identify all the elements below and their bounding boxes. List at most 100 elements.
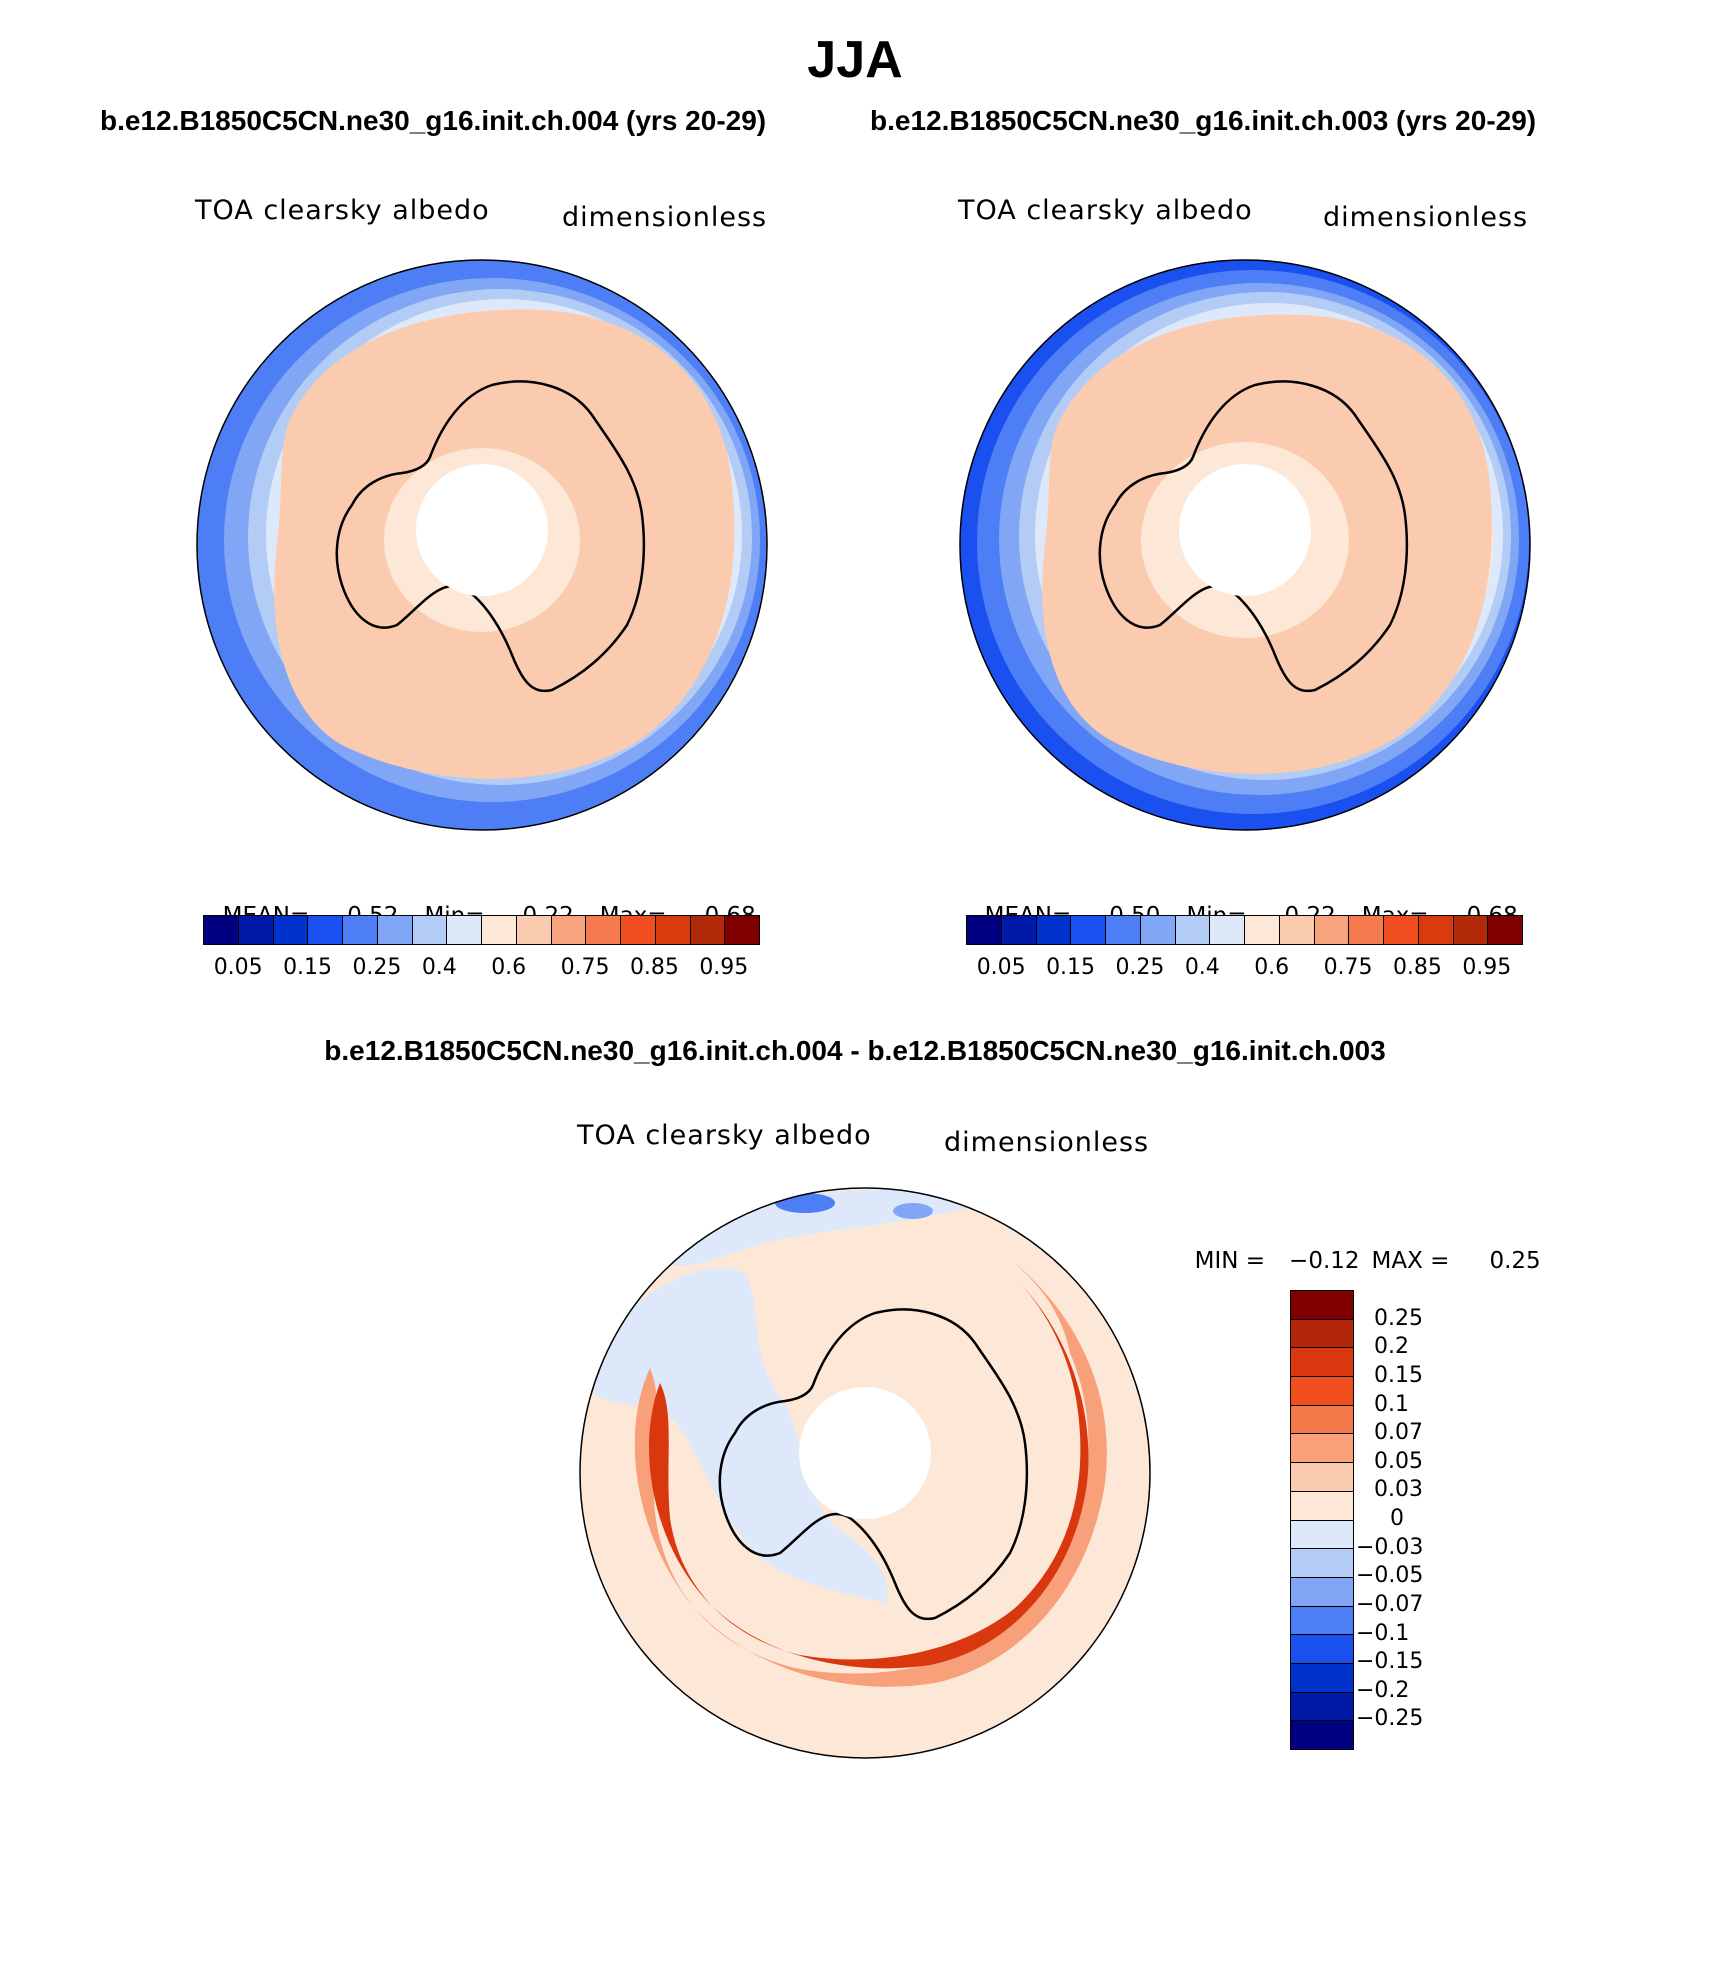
diff-colorbar-label-6: 0.03 bbox=[1374, 1477, 1423, 1503]
panel1-colorbar-swatch-14 bbox=[690, 916, 726, 944]
panel1-colorbar-swatch-5 bbox=[377, 916, 413, 944]
panel2-colorbar-swatch-5 bbox=[1140, 916, 1176, 944]
panel2-colorbar-swatch-3 bbox=[1071, 916, 1106, 944]
panel2-polar-map bbox=[959, 259, 1531, 831]
panel1-colorbar-swatch-1 bbox=[238, 916, 274, 944]
diff-colorbar-swatch-4 bbox=[1291, 1405, 1353, 1435]
diff-colorbar-swatch-13 bbox=[1291, 1663, 1353, 1693]
diff-colorbar-label-10: −0.07 bbox=[1356, 1591, 1424, 1617]
panel1-colorbar-swatch-3 bbox=[308, 916, 343, 944]
panel2-colorbar-label-4: 0.6 bbox=[1254, 955, 1290, 980]
panel2-units-label: dimensionless bbox=[1323, 202, 1529, 233]
panel1-colorbar-label-3: 0.4 bbox=[421, 955, 457, 980]
panel2-variable-label: TOA clearsky albedo bbox=[958, 195, 1253, 226]
panel2-colorbar-swatch-14 bbox=[1453, 916, 1489, 944]
panel1-colorbar-swatch-11 bbox=[586, 916, 621, 944]
panel1-colorbar-swatch-2 bbox=[273, 916, 309, 944]
panel1-antarctica-outline bbox=[335, 380, 646, 693]
diff-units-label: dimensionless bbox=[944, 1127, 1150, 1158]
diff-max-value: 0.25 bbox=[1489, 1248, 1541, 1274]
diff-colorbar-swatch-12 bbox=[1291, 1635, 1353, 1664]
diff-antarctica-outline bbox=[718, 1308, 1029, 1621]
panel2-antarctica-outline bbox=[1098, 380, 1409, 693]
panel1-colorbar-label-5: 0.75 bbox=[560, 955, 610, 980]
panel2-colorbar-label-5: 0.75 bbox=[1323, 955, 1373, 980]
diff-blue-region-west bbox=[580, 1267, 888, 1603]
diff-colorbar-swatch-5 bbox=[1291, 1434, 1353, 1464]
diff-colorbar-label-3: 0.1 bbox=[1374, 1391, 1409, 1417]
panel2-colorbar-swatch-13 bbox=[1418, 916, 1454, 944]
diff-min-value: −0.12 bbox=[1289, 1248, 1360, 1274]
diff-colorbar-swatch-11 bbox=[1291, 1606, 1353, 1636]
panel2-colorbar-swatch-12 bbox=[1384, 916, 1419, 944]
diff-colorbar-swatch-3 bbox=[1291, 1377, 1353, 1406]
panel2-colorbar-swatch-2 bbox=[1036, 916, 1072, 944]
panel2-colorbar-swatch-1 bbox=[1001, 916, 1037, 944]
season-title: JJA bbox=[807, 31, 903, 89]
diff-colorbar-label-2: 0.15 bbox=[1374, 1362, 1423, 1388]
panel2-colorbar-label-2: 0.25 bbox=[1115, 955, 1165, 980]
panel1-colorbar-swatch-7 bbox=[447, 916, 482, 944]
panel1-colorbar-label-4: 0.6 bbox=[491, 955, 527, 980]
panel2-colorbar-label-0: 0.05 bbox=[976, 955, 1026, 980]
panel1-colorbar-swatch-0 bbox=[204, 916, 239, 944]
panel1-variable-label: TOA clearsky albedo bbox=[195, 195, 490, 226]
panel1-colorbar-label-2: 0.25 bbox=[352, 955, 402, 980]
diff-colorbar-swatch-0 bbox=[1291, 1291, 1353, 1320]
panel1-polar-map bbox=[196, 259, 768, 831]
diff-colorbar-label-1: 0.2 bbox=[1374, 1334, 1409, 1360]
panel2-colorbar-label-6: 0.85 bbox=[1392, 955, 1442, 980]
panel1-colorbar-swatch-13 bbox=[655, 916, 691, 944]
panel1-colorbar-swatch-9 bbox=[516, 916, 552, 944]
panel2-colorbar-labels: 0.05 0.15 0.25 0.4 0.6 0.75 0.85 0.95 bbox=[966, 955, 1521, 985]
panel1-colorbar-label-1: 0.15 bbox=[283, 955, 333, 980]
panel2-colorbar-swatch-15 bbox=[1488, 916, 1522, 944]
panel1-colorbar-swatch-10 bbox=[551, 916, 587, 944]
diff-colorbar-swatch-1 bbox=[1291, 1319, 1353, 1349]
diff-subtitle: b.e12.B1850C5CN.ne30_g16.init.ch.004 - b… bbox=[324, 1035, 1386, 1066]
diff-colorbar-label-12: −0.15 bbox=[1356, 1649, 1424, 1675]
diff-blue-spot-1 bbox=[775, 1193, 835, 1213]
diff-variable-label: TOA clearsky albedo bbox=[577, 1120, 872, 1151]
diff-colorbar-label-14: −0.25 bbox=[1356, 1706, 1424, 1732]
panel1-colorbar-label-6: 0.85 bbox=[629, 955, 679, 980]
diff-blue-spot-2 bbox=[893, 1203, 933, 1219]
diff-colorbar-label-5: 0.05 bbox=[1374, 1448, 1423, 1474]
panel1-colorbar-swatch-12 bbox=[621, 916, 656, 944]
panel2-colorbar bbox=[966, 915, 1523, 945]
panel2-colorbar-swatch-4 bbox=[1106, 916, 1141, 944]
subtitle-case-right: b.e12.B1850C5CN.ne30_g16.init.ch.003 (yr… bbox=[870, 105, 1537, 136]
panel1-map-border bbox=[196, 259, 768, 831]
panel1-colorbar bbox=[203, 915, 760, 945]
diff-colorbar-swatch-6 bbox=[1291, 1463, 1353, 1492]
diff-min-label: MIN = bbox=[1194, 1248, 1266, 1274]
diff-colorbar-swatch-10 bbox=[1291, 1577, 1353, 1607]
diff-colorbar-label-13: −0.2 bbox=[1356, 1677, 1410, 1703]
panel2-colorbar-swatch-7 bbox=[1210, 916, 1245, 944]
diff-colorbar-swatch-15 bbox=[1291, 1721, 1353, 1749]
diff-colorbar-label-11: −0.1 bbox=[1356, 1620, 1410, 1646]
panel1-colorbar-label-7: 0.95 bbox=[699, 955, 749, 980]
panel1-colorbar-swatch-8 bbox=[482, 916, 517, 944]
subtitle-case-left: b.e12.B1850C5CN.ne30_g16.init.ch.004 (yr… bbox=[100, 105, 767, 136]
diff-colorbar bbox=[1290, 1290, 1354, 1750]
panel1-colorbar-swatch-15 bbox=[725, 916, 759, 944]
diff-pole-hole bbox=[799, 1387, 931, 1519]
diff-colorbar-swatch-7 bbox=[1291, 1491, 1353, 1521]
panel2-colorbar-swatch-11 bbox=[1349, 916, 1384, 944]
panel2-colorbar-swatch-6 bbox=[1175, 916, 1211, 944]
panel2-colorbar-swatch-10 bbox=[1314, 916, 1350, 944]
diff-colorbar-labels: 0.25 0.2 0.15 0.1 0.07 0.05 0.03 0 −0.03 −0.05 −0.… bbox=[1356, 1290, 1480, 1748]
panel2-colorbar-label-7: 0.95 bbox=[1462, 955, 1512, 980]
diff-colorbar-swatch-2 bbox=[1291, 1348, 1353, 1378]
panel2-pole-hole bbox=[1179, 464, 1311, 596]
panel2-colorbar-label-3: 0.4 bbox=[1184, 955, 1220, 980]
panel1-colorbar-label-0: 0.05 bbox=[213, 955, 263, 980]
panel1-units-label: dimensionless bbox=[562, 202, 768, 233]
diff-colorbar-label-0: 0.25 bbox=[1374, 1305, 1423, 1331]
panel1-colorbar-labels: 0.05 0.15 0.25 0.4 0.6 0.75 0.85 0.95 bbox=[203, 955, 758, 985]
panel2-colorbar-swatch-8 bbox=[1245, 916, 1280, 944]
panel2-colorbar-swatch-9 bbox=[1279, 916, 1315, 944]
diff-polar-map bbox=[579, 1187, 1151, 1759]
diff-colorbar-label-4: 0.07 bbox=[1374, 1420, 1423, 1446]
